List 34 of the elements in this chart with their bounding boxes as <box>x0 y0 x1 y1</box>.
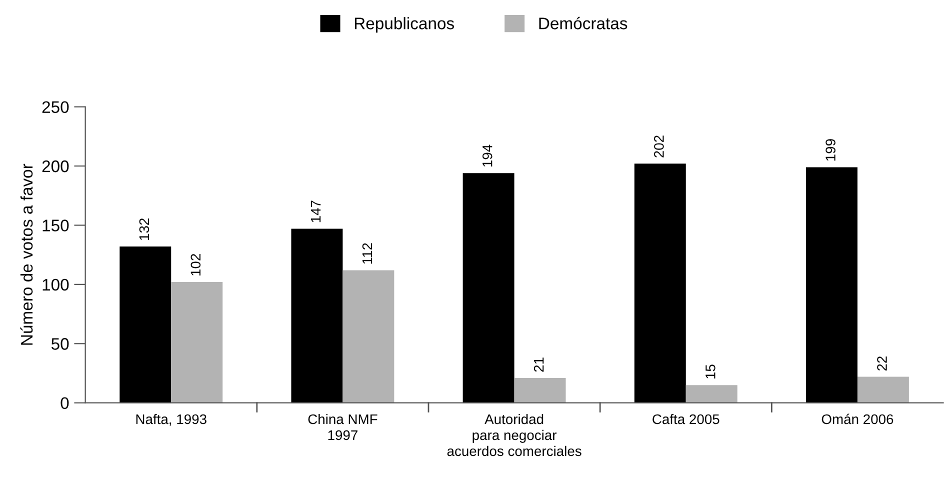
bar <box>806 167 858 403</box>
bar <box>857 376 909 403</box>
x-tick-label: Autoridad para negociar acuerdos comerciales <box>447 414 582 456</box>
data-label: 22 <box>877 356 887 371</box>
legend-label: Republicanos <box>354 17 454 33</box>
y-tick-label: 150 <box>42 220 69 232</box>
bar <box>291 228 343 403</box>
y-tick-label: 50 <box>51 338 69 350</box>
data-label: 102 <box>190 254 201 276</box>
y-axis-title: Número de votos a favor <box>20 164 33 345</box>
data-label: 132 <box>139 218 150 240</box>
bar <box>634 164 686 403</box>
data-label: 202 <box>654 136 664 158</box>
bar <box>171 282 223 403</box>
legend-label: Demócratas <box>539 16 628 30</box>
y-tick-label: 200 <box>42 160 69 172</box>
y-tick-label: 250 <box>42 101 69 114</box>
bar <box>120 246 172 403</box>
data-label: 199 <box>826 139 836 161</box>
bar <box>686 385 738 403</box>
y-tick-label: 100 <box>42 278 69 291</box>
x-tick-label: China NMF 1997 <box>308 414 378 440</box>
bar <box>462 173 514 403</box>
data-label: 21 <box>534 358 544 372</box>
data-label: 112 <box>362 243 372 264</box>
x-tick-label: Cafta 2005 <box>652 414 720 424</box>
y-tick-label: 0 <box>60 397 69 410</box>
bar <box>342 270 394 403</box>
data-label: 147 <box>311 200 321 222</box>
data-label: 15 <box>706 364 716 378</box>
data-label: 194 <box>482 144 492 167</box>
bar <box>514 378 566 403</box>
x-tick-label: Omán 2006 <box>822 414 894 424</box>
x-tick-label: Nafta, 1993 <box>136 414 206 426</box>
